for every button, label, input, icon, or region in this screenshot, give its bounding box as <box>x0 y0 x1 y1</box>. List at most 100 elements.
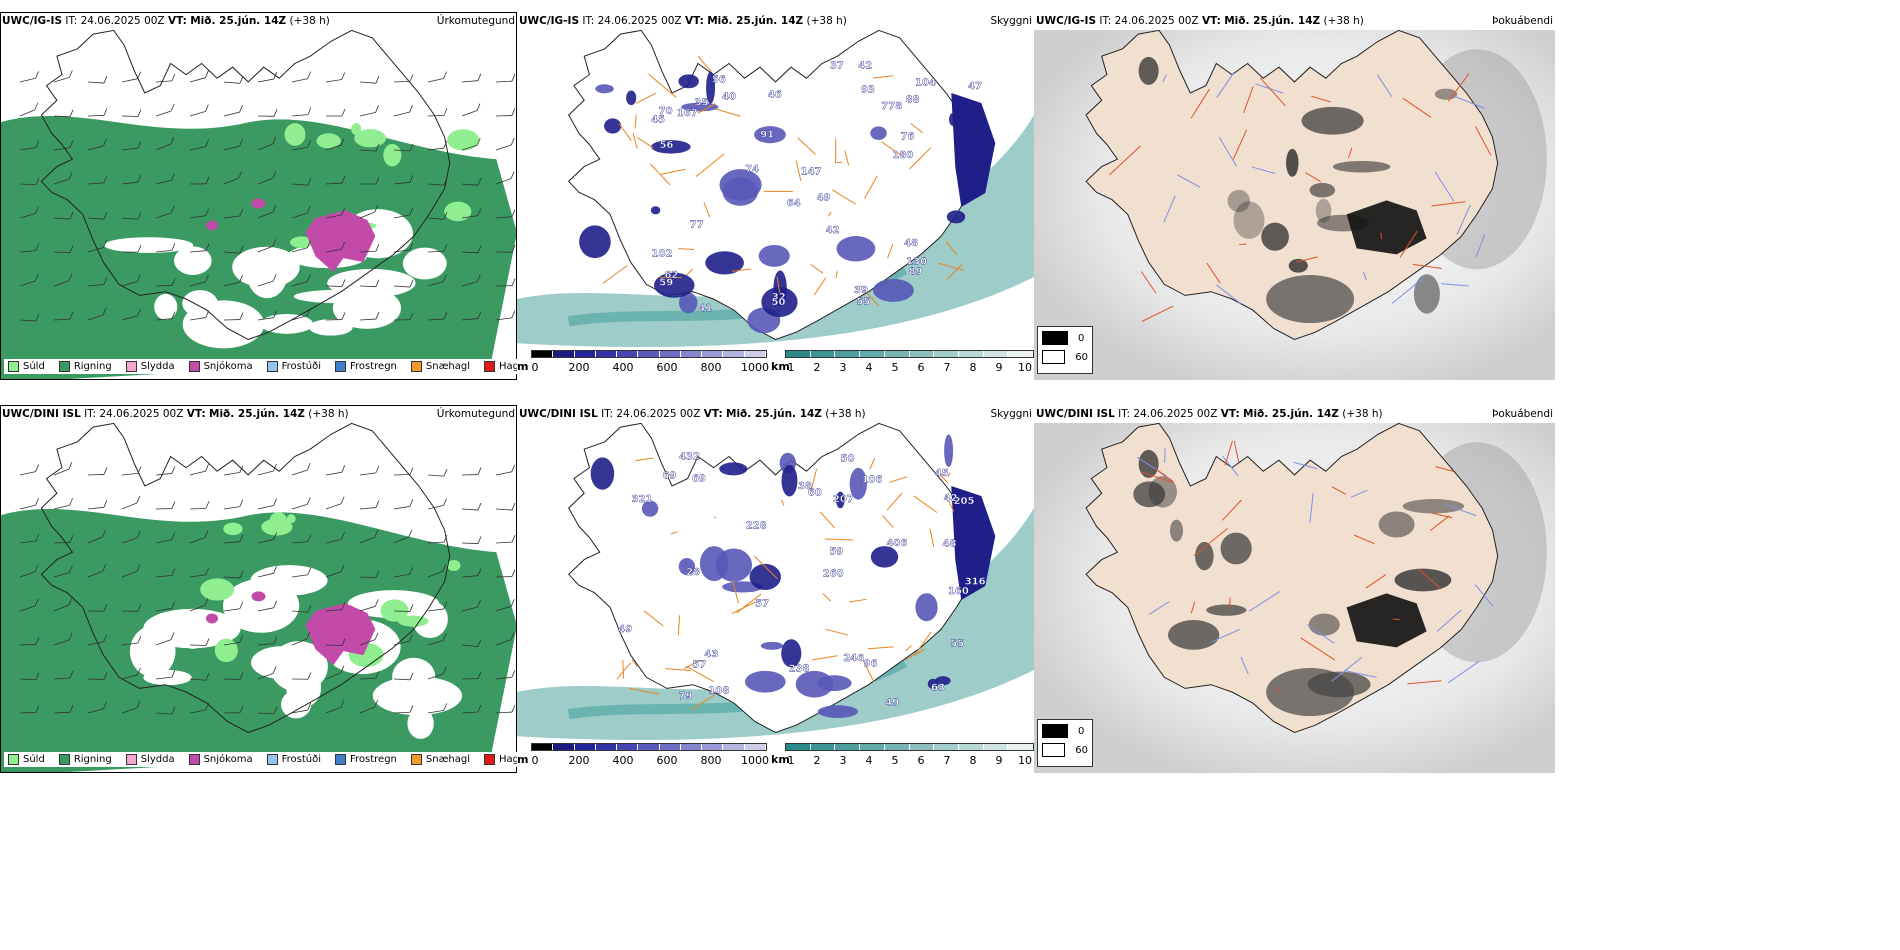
fog-area <box>1169 519 1184 542</box>
road <box>1193 527 1229 557</box>
snow-area <box>305 210 376 273</box>
wind-barb <box>359 670 380 680</box>
variable-title: Þokuábendi <box>1492 408 1553 420</box>
fog-area <box>1394 568 1452 592</box>
init-time-label: IT: <box>1118 408 1131 420</box>
cloud-base-label: 59 <box>829 547 843 558</box>
legend-swatch <box>335 754 346 765</box>
height-tick: 0 <box>531 754 539 767</box>
wind-barb <box>223 534 244 544</box>
wind-barb <box>155 466 176 476</box>
height-scale-bar <box>531 743 767 751</box>
wind-barb <box>223 246 244 254</box>
model-name: UWC/DINI ISL <box>519 408 598 420</box>
road <box>1163 195 1176 223</box>
low-cloud-area <box>651 140 691 154</box>
visibility-unit: km <box>771 753 790 766</box>
road <box>1232 129 1248 160</box>
wind-barb <box>359 279 380 288</box>
height-unit: m <box>517 360 529 373</box>
wind-barb <box>223 570 244 579</box>
panel-header: UWC/DINI ISL IT: 24.06.2025 00Z VT: Mið.… <box>519 405 1032 423</box>
wind-barb <box>87 604 108 612</box>
road <box>703 202 711 218</box>
height-tick: 1000 <box>741 754 769 767</box>
cloud-base-label: 778 <box>881 101 902 112</box>
legend-label: Snjókoma <box>203 361 253 372</box>
road <box>1380 232 1383 239</box>
wind-barb <box>427 468 448 477</box>
wind-barb <box>155 173 175 185</box>
wind-barb <box>393 529 413 544</box>
road <box>1435 466 1454 472</box>
wind-barb <box>359 465 380 476</box>
wind-barb <box>427 601 448 612</box>
wind-barb <box>359 311 380 321</box>
low-cloud-area <box>870 126 887 141</box>
cloud-base-label: 96 <box>864 659 878 670</box>
wind-barb <box>427 244 448 253</box>
wind-barb <box>87 240 107 253</box>
road <box>670 531 678 535</box>
visibility-tick: 1 <box>787 361 795 374</box>
low-cloud-area <box>781 639 802 668</box>
fog-legend: 0 60 <box>1037 326 1093 374</box>
road <box>869 457 876 470</box>
wind-barb <box>189 139 210 151</box>
wind-barb <box>19 598 39 612</box>
road <box>643 610 664 627</box>
height-tick: 600 <box>656 361 678 374</box>
visibility-tick: 7 <box>943 361 951 374</box>
visibility-cloud-map: 57 79 38 96 69 63 60 260 49 108 59 43 28 207 160 106 205… <box>517 422 1034 740</box>
wind-barb <box>461 73 482 83</box>
cloud-base-label: 89 <box>909 266 923 277</box>
wind-barb <box>19 705 40 714</box>
panel-header: UWC/IG-IS IT: 24.06.2025 00Z VT: Mið. 25… <box>2 12 515 30</box>
legend-swatch <box>125 361 137 372</box>
cloud-base-label: 47 <box>968 81 982 92</box>
wind-barb <box>495 704 516 714</box>
road <box>1162 74 1167 83</box>
wind-barb <box>121 667 141 680</box>
road <box>946 264 963 280</box>
cloud-base-label: 238 <box>789 664 810 675</box>
road <box>913 495 938 513</box>
wind-barb <box>393 499 414 510</box>
road <box>947 472 951 477</box>
wind-barb <box>189 274 209 287</box>
cloud-base-label: 49 <box>618 624 632 635</box>
variable-title: Skyggni <box>990 408 1033 420</box>
wind-barb <box>427 212 448 220</box>
wind-barb <box>359 599 379 612</box>
wind-barb <box>359 105 379 117</box>
wind-barb <box>257 706 278 715</box>
road <box>905 645 912 652</box>
cloud-base-label: 180 <box>892 150 913 161</box>
wind-barb <box>495 209 516 219</box>
rain-area <box>0 509 517 773</box>
drizzle-area <box>444 201 472 222</box>
wind-barb <box>87 701 107 714</box>
cloud-base-label: 79 <box>678 691 692 702</box>
visibility-tick: 6 <box>917 754 925 767</box>
wind-barb <box>495 108 516 117</box>
legend-label: Súld <box>23 361 45 372</box>
fog-legend-swatch <box>1042 350 1066 364</box>
wind-barb <box>223 499 244 510</box>
wind-barb <box>461 208 482 219</box>
visibility-tick: 10 <box>1018 361 1032 374</box>
wind-barb <box>325 241 346 253</box>
wind-barb <box>427 140 448 151</box>
fog-area <box>1138 56 1159 85</box>
wind-barb <box>359 570 380 578</box>
wind-barb <box>359 699 379 714</box>
valid-time-label: VT: <box>703 408 723 420</box>
road <box>1216 71 1235 99</box>
road <box>1436 609 1462 632</box>
wind-barb <box>155 243 176 253</box>
cloud-base-label: 57 <box>692 659 706 670</box>
road <box>660 168 686 175</box>
low-cloud-area <box>927 678 938 689</box>
fog-legend-row: 60 <box>1042 743 1088 757</box>
wind-barb <box>121 530 141 544</box>
